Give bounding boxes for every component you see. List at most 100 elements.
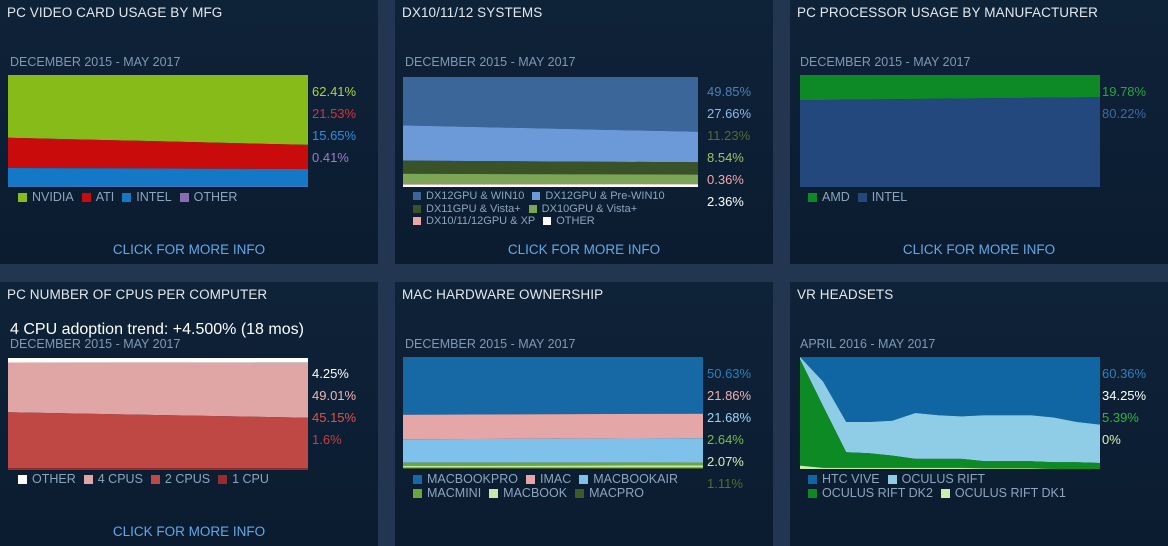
legend-item-macbookpro: MACBOOKPRO bbox=[413, 472, 518, 486]
legend-label: NVIDIA bbox=[32, 190, 74, 204]
panel-dx-systems: DX10/11/12 SYSTEMS DECEMBER 2015 - MAY 2… bbox=[395, 0, 773, 264]
area-chart bbox=[403, 77, 698, 187]
legend-label: 2 CPUS bbox=[164, 472, 211, 486]
area-chart bbox=[8, 358, 308, 470]
legend-item-1-cpu: 1 CPU bbox=[218, 472, 269, 486]
area-chart bbox=[8, 75, 308, 187]
series-area-2-cpus bbox=[8, 412, 308, 469]
value-label-imac: 21.86% bbox=[707, 388, 752, 403]
value-label-macpro: 1.11% bbox=[707, 476, 743, 491]
more-info-link[interactable]: CLICK FOR MORE INFO bbox=[112, 242, 266, 257]
value-label-amd: 19.78% bbox=[1102, 84, 1147, 99]
legend-swatch bbox=[528, 204, 537, 213]
legend-item-other: OTHER bbox=[18, 472, 76, 486]
series-area-intel bbox=[8, 168, 308, 187]
date-range: DECEMBER 2015 - MAY 2017 bbox=[405, 55, 576, 69]
legend-label: ATI bbox=[95, 190, 115, 204]
more-info-link[interactable]: CLICK FOR MORE INFO bbox=[112, 524, 266, 539]
legend-item-dx12gpu-win10: DX12GPU & WIN10 bbox=[413, 190, 524, 203]
value-label-oculus-rift-dk2: 5.39% bbox=[1102, 410, 1139, 425]
series-area-htc-vive bbox=[800, 357, 1100, 425]
value-label-other: 0.41% bbox=[312, 150, 349, 165]
series-area-oculus-rift bbox=[800, 357, 1100, 463]
series-area-oculus-rift-dk2 bbox=[800, 359, 1100, 469]
legend-label: DX11GPU & Vista+ bbox=[426, 202, 521, 215]
panel-cpus: PC NUMBER OF CPUS PER COMPUTER 4 CPU ado… bbox=[0, 282, 378, 546]
series-area-amd bbox=[800, 75, 1100, 101]
legend-item-other: OTHER bbox=[543, 215, 595, 228]
legend-swatch bbox=[18, 193, 27, 202]
legend-swatch bbox=[413, 489, 422, 498]
legend-swatch bbox=[83, 475, 93, 484]
legend-label: 1 CPU bbox=[232, 472, 269, 486]
legend-row: HTC VIVE OCULUS RIFT bbox=[808, 472, 1074, 486]
legend-label: DX12GPU & WIN10 bbox=[426, 190, 525, 202]
legend-label: OCULUS RIFT bbox=[901, 472, 985, 486]
legend-label: INTEL bbox=[136, 190, 172, 204]
more-info-link[interactable]: CLICK FOR MORE INFO bbox=[507, 242, 661, 257]
value-label-oculus-rift-dk1: 0% bbox=[1102, 432, 1121, 447]
more-info-link[interactable]: CLICK FOR MORE INFO bbox=[902, 242, 1056, 257]
legend-label: MACBOOKAIR bbox=[593, 472, 678, 486]
legend-swatch bbox=[532, 192, 541, 200]
legend-swatch bbox=[579, 475, 589, 484]
series-area-dx10-11-12gpu-xp bbox=[403, 184, 698, 185]
series-area-ati bbox=[8, 137, 308, 169]
legend-swatch bbox=[526, 475, 535, 484]
series-area-dx11gpu-vista bbox=[403, 160, 698, 175]
panel-mac-hardware: MAC HARDWARE OWNERSHIP DECEMBER 2015 - M… bbox=[395, 282, 773, 546]
legend-item-imac: IMAC bbox=[526, 472, 571, 486]
area-chart bbox=[800, 357, 1100, 469]
legend: DX12GPU & WIN10 DX12GPU & Pre-WIN10 DX11GP… bbox=[413, 190, 673, 228]
value-label-dx11gpu-vista: 11.23% bbox=[707, 128, 751, 143]
legend-swatch bbox=[940, 489, 950, 498]
series-area-intel bbox=[800, 97, 1100, 187]
value-label-other: 2.36% bbox=[707, 194, 744, 209]
legend-label: MACPRO bbox=[589, 486, 644, 500]
legend-swatch bbox=[413, 204, 421, 213]
legend-label: MACBOOK bbox=[503, 486, 568, 500]
series-area-macbookpro bbox=[403, 357, 703, 415]
legend-swatch bbox=[808, 489, 817, 498]
legend-label: OCULUS RIFT DK1 bbox=[954, 486, 1066, 500]
series-area-4-cpus bbox=[8, 362, 308, 418]
legend-item-intel: INTEL bbox=[122, 190, 172, 204]
legend-label: MACMINI bbox=[427, 486, 482, 500]
legend-item-oculus-rift-dk2: OCULUS RIFT DK2 bbox=[808, 486, 933, 500]
value-label-other: 4.25% bbox=[312, 366, 349, 381]
value-label-nvidia: 62.41% bbox=[312, 84, 357, 99]
area-chart bbox=[403, 357, 703, 469]
legend-swatch bbox=[575, 489, 585, 498]
legend-label: OCULUS RIFT DK2 bbox=[822, 486, 933, 500]
value-label-dx12gpu-pre-win10: 27.66% bbox=[707, 106, 752, 121]
panel-processor: PC PROCESSOR USAGE BY MANUFACTURER DECEM… bbox=[790, 0, 1168, 264]
legend-item-macmini: MACMINI bbox=[413, 486, 481, 500]
legend-item-dx11gpu-vista: DX11GPU & Vista+ bbox=[413, 203, 521, 216]
legend-item-macpro: MACPRO bbox=[575, 486, 644, 500]
legend-item-intel: INTEL bbox=[857, 190, 907, 204]
legend-swatch bbox=[808, 475, 817, 484]
value-label-macbook: 2.07% bbox=[707, 454, 744, 469]
legend-item-oculus-rift: OCULUS RIFT bbox=[887, 472, 985, 486]
legend-row: DX10/11/12GPU & XP OTHER bbox=[413, 215, 673, 228]
legend-item-dx12gpu-pre-win10: DX12GPU & Pre-WIN10 bbox=[532, 190, 665, 203]
value-label-macbookpro: 50.63% bbox=[707, 366, 752, 381]
legend-item-nvidia: NVIDIA bbox=[18, 190, 74, 204]
legend-row: OTHER 4 CPUS 2 CPUS 1 CPU bbox=[18, 472, 277, 486]
legend-swatch bbox=[489, 489, 499, 498]
legend-label: AMD bbox=[822, 190, 850, 204]
legend-row: DX12GPU & WIN10 DX12GPU & Pre-WIN10 bbox=[413, 190, 673, 203]
legend-label: DX10GPU & Vista+ bbox=[541, 202, 638, 215]
legend-swatch bbox=[18, 475, 27, 484]
legend: NVIDIA ATI INTEL OTHER bbox=[18, 190, 245, 204]
legend-swatch bbox=[150, 475, 160, 484]
series-area-macpro bbox=[403, 467, 703, 469]
series-area-nvidia bbox=[8, 75, 308, 145]
value-label-dx10-11-12gpu-xp: 0.36% bbox=[707, 172, 744, 187]
legend-swatch bbox=[808, 193, 817, 202]
legend-item-2-cpus: 2 CPUS bbox=[150, 472, 211, 486]
legend-label: HTC VIVE bbox=[822, 472, 880, 486]
legend-row: OCULUS RIFT DK2 OCULUS RIFT DK1 bbox=[808, 486, 1074, 500]
legend-row: AMD INTEL bbox=[808, 190, 915, 204]
series-area-other bbox=[403, 184, 698, 187]
